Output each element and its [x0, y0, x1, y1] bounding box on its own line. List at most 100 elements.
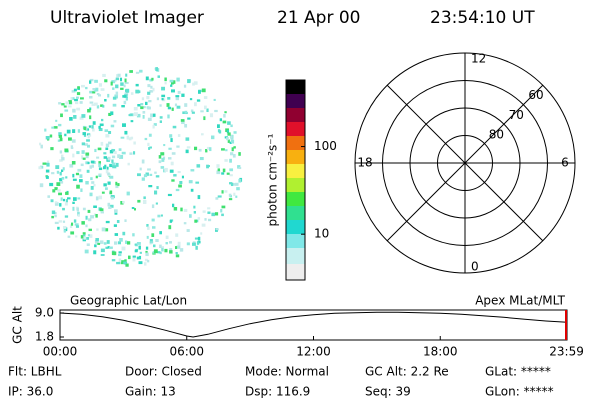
pixel [100, 141, 104, 146]
pixel [197, 236, 201, 241]
pixel [51, 210, 56, 215]
pixel [98, 167, 103, 171]
pixel [88, 218, 92, 222]
footer-field: Mode: Normal [245, 365, 329, 379]
pixel [104, 164, 107, 168]
pixel [115, 181, 118, 186]
pixel [56, 182, 61, 186]
pixel [175, 254, 180, 258]
pixel [54, 221, 59, 225]
pixel [222, 120, 227, 124]
pixel [63, 227, 68, 232]
pixel [95, 175, 98, 179]
pixel [136, 113, 141, 118]
pixel [164, 167, 168, 172]
pixel [114, 209, 118, 213]
pixel [122, 231, 126, 236]
pixel [161, 86, 166, 91]
pixel [179, 181, 183, 185]
pixel [213, 98, 216, 101]
pixel [77, 197, 81, 200]
pixel [94, 240, 99, 244]
pixel [77, 214, 80, 217]
pixel [108, 131, 112, 134]
pixel [228, 198, 233, 201]
pixel [126, 191, 130, 196]
pixel [189, 214, 192, 218]
pixel [220, 209, 223, 213]
pixel [71, 161, 76, 165]
pixel [174, 103, 178, 107]
pixel [190, 109, 194, 113]
pixel [118, 258, 122, 263]
pixel [105, 187, 108, 190]
pixel [230, 138, 234, 141]
pixel [51, 215, 54, 219]
pixel [192, 242, 196, 246]
pixel [164, 248, 168, 253]
pixel [105, 147, 109, 151]
pixel [72, 173, 75, 178]
pixel [96, 156, 100, 159]
pixel [117, 154, 121, 159]
pixel [85, 215, 88, 220]
pixel [95, 238, 99, 242]
pixel [105, 134, 110, 138]
pixel [46, 160, 50, 165]
mlt-label: 0 [471, 260, 479, 274]
pixel [116, 74, 119, 78]
pixel [225, 149, 228, 152]
pixel [89, 96, 93, 99]
pixel [146, 95, 150, 100]
pixel [106, 166, 109, 170]
pixel [127, 162, 130, 166]
pixel [93, 213, 97, 216]
pixel [175, 233, 179, 237]
pixel [175, 188, 180, 192]
y-tick-label: 1.8 [35, 330, 54, 344]
pixel [221, 190, 224, 194]
pixel [171, 80, 176, 84]
pixel [112, 103, 117, 107]
pixel [230, 152, 234, 156]
pixel [124, 259, 127, 264]
pixel [227, 139, 230, 143]
pixel [83, 126, 87, 131]
pixel [112, 87, 115, 90]
pixel [136, 90, 141, 94]
pixel [85, 181, 89, 185]
pixel [115, 91, 119, 96]
pixel [116, 261, 120, 265]
pixel [64, 148, 69, 152]
pixel [128, 255, 131, 260]
pixel [211, 135, 215, 140]
pixel [151, 77, 154, 81]
instrument: Ultraviolet Imager [50, 8, 204, 28]
pixel [143, 200, 147, 204]
pixel [172, 203, 175, 208]
pixel [150, 113, 154, 118]
pixel [106, 240, 110, 244]
pixel [147, 259, 150, 263]
pixel [183, 84, 187, 88]
pixel [184, 124, 188, 128]
footer-field: GC Alt: 2.2 Re [365, 365, 449, 379]
pixel [77, 86, 80, 89]
pixel [227, 132, 231, 136]
pixel [147, 168, 151, 171]
pixel [69, 224, 73, 228]
pixel [217, 124, 220, 129]
pixel [82, 232, 86, 235]
pixel [45, 169, 50, 173]
pixel [101, 227, 106, 232]
pixel [104, 79, 108, 83]
pixel [105, 143, 110, 148]
pixel [73, 219, 77, 223]
pixel [89, 78, 94, 82]
pixel [200, 110, 204, 113]
pixel [123, 261, 127, 265]
pixel [147, 106, 151, 110]
pixel [46, 162, 50, 167]
pixel [147, 226, 150, 230]
colorbar [285, 79, 306, 281]
